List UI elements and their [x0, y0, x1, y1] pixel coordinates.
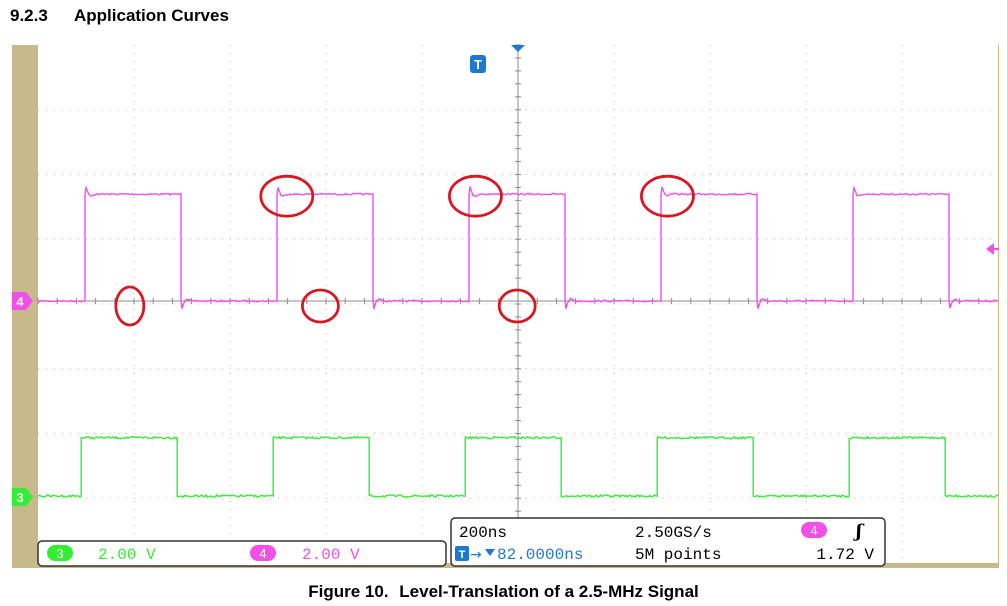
annotation-circles — [114, 174, 695, 327]
ch4-ground-marker-shape — [12, 292, 33, 310]
timebase-readout-box — [450, 517, 886, 567]
trigger-level-marker — [986, 243, 994, 255]
annotation-ellipse — [300, 288, 340, 324]
ch3-waveform — [37, 435, 999, 499]
sample-rate-value: 2.50GS/s — [635, 524, 712, 542]
annotation-ellipse — [114, 285, 146, 327]
trigger-position-icon — [455, 546, 469, 561]
trigger-position-icon-label: T — [459, 549, 466, 561]
annotation-ellipse — [640, 174, 695, 218]
trigger-marker: T — [470, 55, 486, 73]
timebase-value: 200ns — [459, 524, 507, 542]
section-title: Application Curves — [74, 6, 229, 25]
ch3-ground-marker-label: 3 — [16, 490, 23, 505]
figure-number: Figure 10. — [308, 582, 389, 601]
annotation-ellipse — [259, 174, 315, 218]
trigger-position-value: 82.0000ns — [497, 546, 583, 564]
record-length-value: 5M points — [635, 546, 721, 564]
trigger-marker-box — [470, 55, 486, 73]
trigger-position-marker — [511, 45, 525, 52]
oscilloscope-screenshot: T 4 3 3 2.00 V 4 2.00 V 200ns 2.50GS/s 4… — [12, 44, 999, 568]
figure-title: Level-Translation of a 2.5-MHz Signal — [399, 582, 699, 601]
ch4-badge-label: 4 — [259, 546, 266, 561]
ch4-badge — [250, 545, 276, 561]
figure-caption: Figure 10. Level-Translation of a 2.5-MH… — [0, 582, 1007, 602]
ch4-scale: 2.00 V — [302, 546, 360, 564]
ch3-ground-marker-shape — [12, 488, 33, 506]
ch4-ground-marker: 4 — [12, 292, 33, 310]
trigger-source-label: 4 — [810, 523, 817, 538]
ch4-ground-marker-label: 4 — [16, 294, 24, 309]
ch3-badge-label: 3 — [56, 546, 63, 561]
triangle-down-icon — [485, 549, 495, 556]
ch3-scale: 2.00 V — [98, 546, 156, 564]
arrow-right-icon: → — [470, 547, 482, 563]
annotation-ellipse — [497, 288, 537, 324]
timebase-readout-panel: 200ns 2.50GS/s 4 ʃ T → 82.0000ns 5M poin… — [450, 517, 886, 567]
trigger-source-badge — [801, 522, 827, 538]
trigger-marker-label: T — [474, 57, 482, 72]
section-number: 9.2.3 — [10, 6, 48, 25]
trigger-level-value: 1.72 V — [816, 546, 874, 564]
channel-readout-box — [37, 540, 447, 567]
annotation-ellipse — [448, 174, 503, 218]
ch3-badge — [47, 545, 73, 561]
trigger-position-readout: T → 82.0000ns — [455, 546, 583, 564]
channel-readout-panel: 3 2.00 V 4 2.00 V — [37, 540, 447, 567]
waveforms — [37, 184, 999, 499]
ch4-waveform — [37, 184, 999, 310]
section-heading: 9.2.3 Application Curves — [10, 6, 229, 26]
ch3-ground-marker: 3 — [12, 488, 33, 506]
